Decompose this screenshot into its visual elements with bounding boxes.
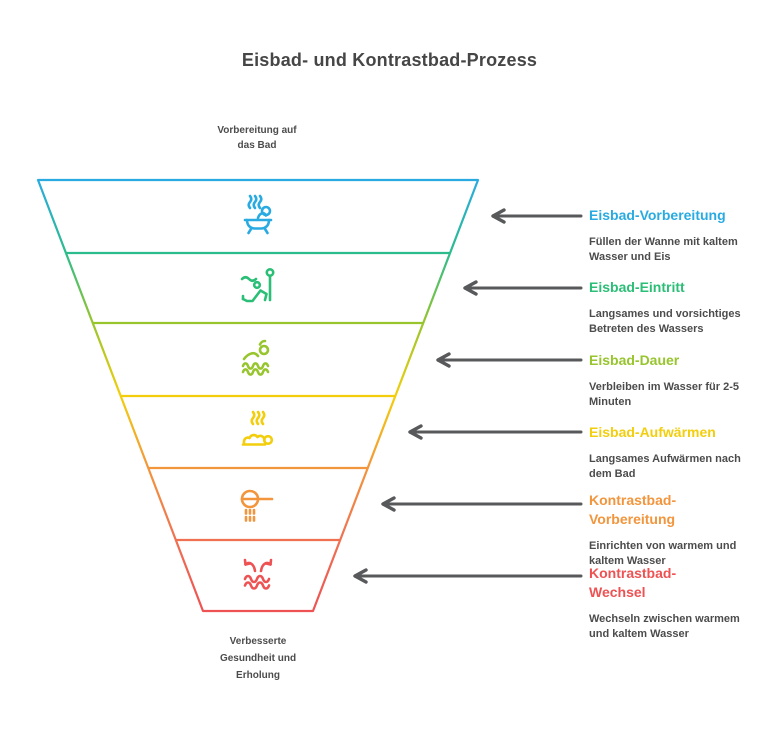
stage-description: Füllen der Wanne mit kaltem Wasser und E…	[589, 236, 738, 263]
steam-warming-person-icon	[241, 410, 274, 446]
arrow-to-stage-2	[463, 280, 583, 296]
person-entering-water-icon	[240, 268, 275, 303]
stage-label-kontrastbad-vorbereitung: Kontrastbad- Vorbereitung Einrichten von…	[589, 491, 769, 569]
stage-label-eisbad-aufwaermen: Eisbad-Aufwärmen Langsames Aufwärmen nac…	[589, 423, 769, 482]
stage-name: Eisbad-Dauer	[589, 352, 680, 368]
connector-arrows	[353, 208, 583, 584]
stage-name: Eisbad-Eintritt	[589, 279, 685, 295]
stage-description: Wechseln zwischen warmem und kaltem Wass…	[589, 613, 740, 640]
funnel-top-label: Vorbereitung auf das Bad	[217, 125, 297, 151]
arrow-to-stage-6	[353, 568, 583, 584]
bathtub-steam-icon	[243, 194, 273, 235]
stage-label-eisbad-dauer: Eisbad-Dauer Verbleiben im Wasser für 2-…	[589, 351, 769, 410]
stage-name: Eisbad-Aufwärmen	[589, 424, 716, 440]
arrow-to-stage-1	[491, 208, 583, 224]
arrow-to-stage-3	[436, 352, 583, 368]
stage-name: Kontrastbad- Wechsel	[589, 565, 677, 600]
stage-description: Einrichten von warmem und kaltem Wasser	[589, 540, 737, 567]
funnel-shape	[36, 178, 480, 613]
stage-label-eisbad-vorbereitung: Eisbad-Vorbereitung Füllen der Wanne mit…	[589, 206, 769, 265]
stage-description: Verbleiben im Wasser für 2-5 Minuten	[589, 381, 739, 408]
stage-name: Eisbad-Vorbereitung	[589, 207, 726, 223]
exchange-arrows-waves-icon	[243, 558, 273, 590]
stage-label-eisbad-eintritt: Eisbad-Eintritt Langsames und vorsichtig…	[589, 278, 769, 337]
shower-icon	[240, 489, 274, 522]
stage-description: Langsames Aufwärmen nach dem Bad	[589, 453, 741, 480]
swimmer-waves-icon	[241, 339, 270, 376]
arrow-to-stage-5	[381, 496, 583, 512]
stage-description: Langsames und vorsichtiges Betreten des …	[589, 308, 741, 335]
funnel-outline	[36, 178, 480, 613]
page-title: Eisbad- und Kontrastbad-Prozess	[241, 50, 538, 70]
stage-name: Kontrastbad- Vorbereitung	[589, 492, 677, 527]
stage-label-kontrastbad-wechsel: Kontrastbad- Wechsel Wechseln zwischen w…	[589, 564, 769, 642]
funnel-bottom-label: Verbesserte Gesundheit und Erholung	[219, 636, 297, 681]
arrow-to-stage-4	[408, 424, 583, 440]
